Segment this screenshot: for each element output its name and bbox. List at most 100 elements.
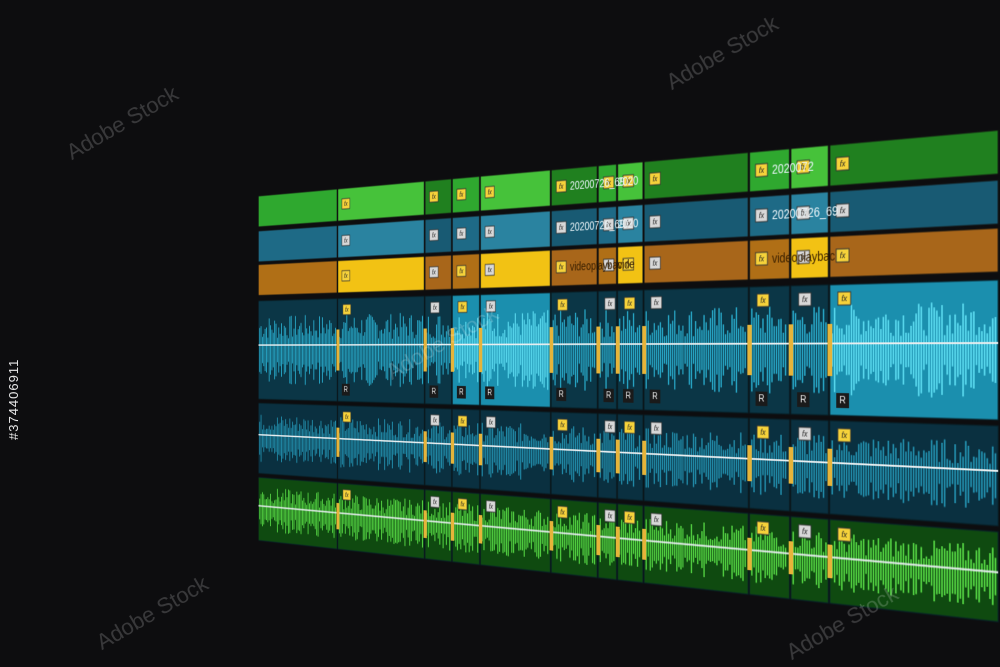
fx-label: fx	[841, 530, 847, 540]
keyframe-handle	[549, 327, 554, 373]
clip	[258, 261, 337, 296]
fx-label: fx	[626, 177, 631, 186]
clip-name: 2020072	[772, 160, 814, 177]
stock-id: #374406911	[6, 358, 21, 440]
timeline: fx fx fx fx fx fx fx fx fx fx fx 20200726_69 2020 202…	[258, 70, 1000, 630]
fx-label: fx	[344, 237, 348, 245]
fx-label: fx	[654, 515, 659, 524]
keyframe-handle	[336, 427, 340, 457]
clip-name: 2020	[618, 217, 639, 231]
fx-label: fx	[653, 218, 658, 227]
clip-name: vide	[618, 258, 635, 272]
fx-label: fx	[802, 527, 808, 537]
keyframe-handle	[450, 512, 455, 541]
clip-name: videoplaybac	[570, 259, 623, 274]
clip-name: 20200726_69	[570, 218, 625, 234]
fx-label: fx	[606, 261, 611, 270]
fx-label: fx	[432, 193, 436, 201]
fx-label: fx	[432, 268, 436, 276]
keyframe-handle	[827, 448, 833, 487]
fx-label: fx	[801, 208, 807, 218]
keyframe-handle	[642, 528, 647, 560]
fx-label: fx	[760, 296, 766, 305]
clip	[258, 189, 337, 227]
fx-label: fx	[759, 211, 765, 220]
volume-line	[598, 451, 616, 452]
fx-label: fx	[654, 424, 659, 433]
audio-clip	[830, 280, 998, 420]
fx-label: fx	[459, 230, 463, 238]
fx-label: fx	[654, 299, 659, 308]
clip	[830, 228, 998, 277]
fx-label: fx	[802, 429, 808, 439]
fx-label: fx	[459, 267, 463, 275]
keyframe-handle	[478, 514, 483, 544]
r-label: R	[459, 387, 463, 397]
keyframe-handle	[596, 524, 601, 556]
keyframe-handle	[642, 440, 647, 476]
clip-name: 2020	[618, 174, 639, 189]
fx-label: fx	[433, 416, 437, 424]
watermark: Adobe Stock	[91, 570, 213, 655]
fx-label: fx	[653, 259, 658, 268]
keyframe-handle	[596, 438, 601, 473]
fx-label: fx	[627, 299, 632, 308]
clip-name: videoplaybac	[772, 249, 836, 266]
r-label: R	[559, 389, 564, 400]
fx-label: fx	[626, 219, 631, 228]
fx-label: fx	[759, 166, 765, 176]
r-label: R	[800, 393, 806, 405]
fx-label: fx	[841, 431, 847, 441]
fx-label: fx	[802, 295, 808, 304]
fx-label: fx	[461, 303, 465, 311]
fx-label: fx	[433, 498, 437, 506]
keyframe-handle	[549, 436, 554, 470]
r-label: R	[344, 385, 348, 394]
keyframe-handle	[615, 526, 620, 558]
fx-label: fx	[459, 191, 463, 199]
r-label: R	[652, 391, 657, 402]
keyframe-handle	[336, 329, 340, 371]
fx-label: fx	[559, 263, 564, 272]
fx-label: fx	[344, 272, 348, 280]
keyframe-handle	[747, 445, 752, 482]
fx-label: fx	[626, 260, 631, 269]
r-label: R	[759, 393, 765, 405]
audio-clip	[830, 519, 998, 621]
fx-label: fx	[606, 178, 611, 187]
waveform	[793, 434, 826, 499]
keyframe-handle	[747, 537, 752, 571]
fx-label: fx	[759, 254, 765, 263]
keyframe-handle	[615, 326, 620, 374]
fx-label: fx	[606, 220, 611, 229]
fx-label: fx	[560, 508, 565, 517]
fx-label: fx	[627, 513, 632, 522]
keyframe-handle	[747, 324, 752, 376]
audio-clip	[830, 421, 998, 526]
clip	[830, 130, 998, 186]
fx-label: fx	[608, 423, 613, 432]
fx-label: fx	[488, 228, 492, 236]
fx-label: fx	[489, 418, 493, 426]
fx-label: fx	[560, 301, 565, 309]
watermark: Adobe Stock	[61, 80, 183, 165]
clip	[338, 181, 424, 221]
fx-label: fx	[489, 502, 493, 510]
keyframe-handle	[642, 326, 647, 374]
fx-label: fx	[433, 304, 437, 312]
fx-label: fx	[560, 421, 565, 430]
clip-name: 20200726_69	[772, 204, 838, 222]
fx-label: fx	[653, 174, 658, 183]
fx-label: fx	[760, 428, 766, 437]
fx-label: fx	[345, 491, 349, 499]
fx-label: fx	[801, 253, 807, 263]
fx-label: fx	[488, 188, 492, 196]
fx-label: fx	[841, 294, 847, 304]
keyframe-handle	[450, 432, 455, 464]
r-label: R	[606, 390, 611, 401]
keyframe-handle	[423, 431, 427, 463]
fx-label: fx	[840, 251, 846, 261]
fx-label: fx	[559, 182, 564, 191]
r-label: R	[432, 386, 436, 396]
